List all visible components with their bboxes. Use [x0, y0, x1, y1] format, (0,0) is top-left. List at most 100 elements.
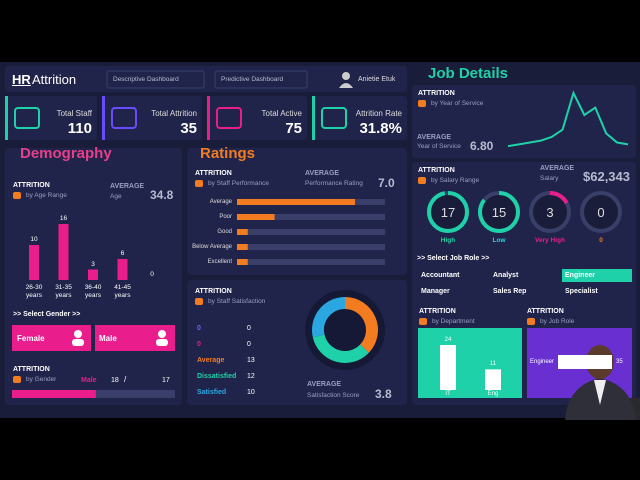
option: Accountant	[421, 272, 460, 279]
data-label: 11	[489, 361, 497, 368]
average-value: 7.0	[378, 176, 395, 190]
average-name: Performance Rating	[305, 180, 363, 187]
ring-label: Very High	[535, 237, 565, 244]
option: Sales Rep	[493, 288, 527, 295]
bar	[237, 259, 248, 265]
ring-label: High	[440, 237, 456, 244]
ring-value: 17	[440, 205, 456, 220]
option: Female	[17, 334, 45, 343]
line	[507, 90, 629, 148]
average-label: AVERAGE	[417, 134, 452, 141]
x-tick-label: 31-35 years	[55, 284, 72, 299]
separator: /	[124, 375, 127, 384]
ring-track	[580, 191, 622, 233]
subheading: by Staff Satisfaction	[208, 298, 266, 305]
ring-value: 0	[597, 205, 605, 220]
x-tick-label: IT	[445, 391, 451, 397]
bar	[440, 345, 456, 390]
average-name: Satisfaction Score	[307, 392, 360, 399]
table-value: 12	[247, 373, 255, 380]
icon	[156, 339, 168, 346]
kpi-accent	[312, 96, 315, 140]
gender-button[interactable]	[12, 325, 91, 351]
nav-label: Descriptive Dashboard	[113, 76, 179, 83]
kpi-icon	[216, 107, 242, 129]
heading: ATTRITION	[527, 308, 564, 315]
subheading: by Gender	[26, 376, 57, 383]
table-label: Satisfied	[197, 389, 227, 396]
select-label: >> Select Gender >>	[13, 311, 81, 318]
subheading: by Department	[432, 318, 475, 325]
option: Male	[99, 334, 117, 343]
option-selected	[562, 269, 632, 282]
chart-area	[418, 328, 522, 398]
section-title: Job Details	[428, 65, 509, 82]
kpi-accent	[102, 96, 105, 140]
heading: ATTRITION	[13, 182, 50, 189]
ring	[427, 191, 469, 233]
data-label: 6	[120, 250, 125, 257]
value: 17	[162, 377, 170, 384]
nav-button[interactable]	[106, 70, 205, 89]
nav-button[interactable]	[214, 70, 308, 89]
value: 18	[111, 377, 119, 384]
y-tick-label: Engineer	[530, 359, 555, 365]
table-value: 0	[247, 325, 251, 332]
section-title: Ratings	[200, 145, 256, 162]
average-label: AVERAGE	[305, 170, 340, 177]
y-tick-label: Excellent	[207, 259, 232, 265]
kpi-value: 31.8%	[359, 120, 402, 137]
bar	[237, 244, 248, 250]
average-label: AVERAGE	[307, 381, 342, 388]
table-value: 0	[247, 341, 251, 348]
title: HR	[12, 72, 31, 87]
ring-value: 15	[491, 205, 507, 220]
kpi-value: 75	[285, 120, 302, 137]
select-label: >> Select Job Role >>	[417, 255, 490, 262]
y-tick-label: Poor	[219, 214, 232, 220]
heading: ATTRITION	[195, 170, 232, 177]
x-tick-label: 26-30 years	[25, 284, 43, 299]
x-tick-label: 36-40 years	[84, 284, 102, 299]
bar-track	[237, 244, 385, 250]
data-label: 16	[59, 215, 68, 222]
option: Analyst	[493, 272, 519, 279]
title: Attrition	[32, 72, 77, 87]
average-label: AVERAGE	[110, 183, 145, 190]
subheading: by Staff Performance	[208, 180, 269, 187]
gender-button[interactable]	[95, 325, 175, 351]
average-name: Year of Service	[417, 143, 461, 150]
icon	[13, 192, 21, 199]
ring	[529, 191, 571, 233]
data-label: 10	[30, 236, 38, 243]
heading: ATTRITION	[418, 90, 455, 97]
icon	[418, 177, 426, 184]
heading: ATTRITION	[418, 167, 455, 174]
heading: ATTRITION	[419, 308, 456, 315]
x-tick-label: Eng	[487, 391, 499, 397]
kpi-accent	[5, 96, 8, 140]
icon	[195, 180, 203, 187]
user-icon	[339, 83, 353, 88]
kpi-value: 110	[67, 120, 92, 137]
nav-label: Predictive Dashboard	[221, 76, 284, 83]
icon	[195, 298, 203, 305]
ring	[478, 191, 520, 233]
average-label: AVERAGE	[540, 165, 575, 172]
average-name: Age	[110, 193, 122, 200]
average-value: 3.8	[375, 387, 392, 401]
bar	[237, 214, 275, 220]
icon	[158, 330, 166, 338]
table-value: 13	[247, 357, 255, 364]
icon	[13, 376, 21, 383]
option: Specialist	[565, 288, 598, 295]
bar	[88, 269, 98, 280]
table-label: 0	[197, 341, 201, 348]
average-value: $62,343	[583, 169, 630, 184]
option: Manager	[421, 288, 450, 295]
bar	[58, 224, 69, 280]
kpi-label: Attrition Rate	[355, 109, 402, 118]
kpi-label: Total Staff	[56, 109, 92, 118]
subheading: by Job Role	[540, 318, 575, 325]
